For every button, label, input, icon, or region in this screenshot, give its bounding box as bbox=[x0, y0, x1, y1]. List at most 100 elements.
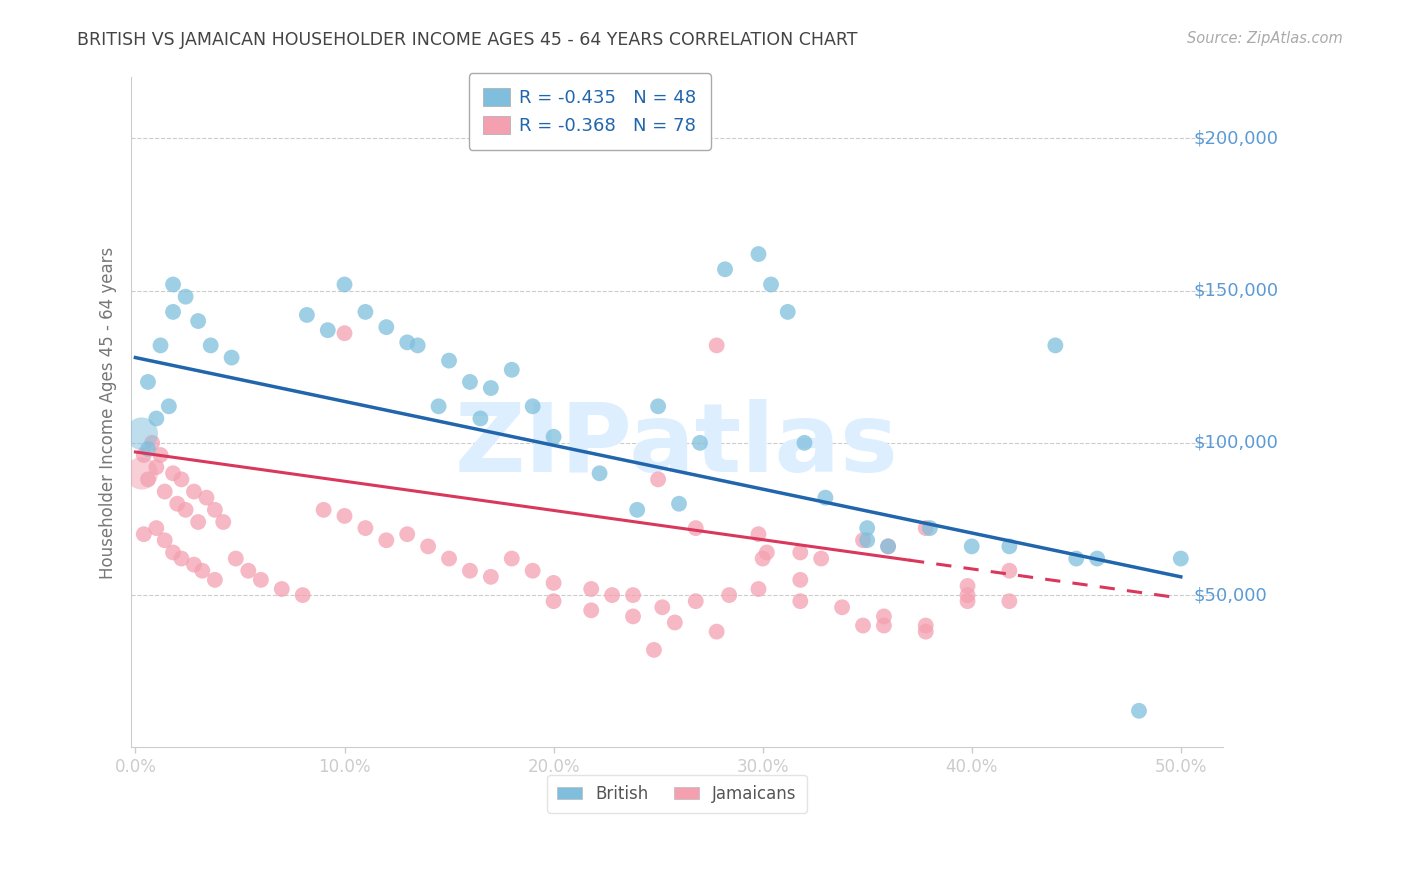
Point bbox=[183, 558, 205, 572]
Point bbox=[145, 460, 167, 475]
Point bbox=[810, 551, 832, 566]
Point bbox=[914, 521, 936, 535]
Point bbox=[685, 594, 707, 608]
Point bbox=[685, 521, 707, 535]
Point bbox=[789, 594, 811, 608]
Point bbox=[204, 503, 226, 517]
Point bbox=[714, 262, 737, 277]
Point bbox=[522, 399, 544, 413]
Point bbox=[204, 573, 226, 587]
Point bbox=[195, 491, 218, 505]
Point bbox=[998, 594, 1021, 608]
Point bbox=[427, 399, 450, 413]
Point bbox=[187, 515, 209, 529]
Point bbox=[153, 533, 176, 548]
Point bbox=[333, 277, 356, 292]
Point bbox=[479, 570, 502, 584]
Point bbox=[136, 442, 159, 456]
Point bbox=[162, 305, 184, 319]
Point bbox=[191, 564, 214, 578]
Point bbox=[396, 335, 419, 350]
Point bbox=[873, 609, 896, 624]
Point bbox=[316, 323, 339, 337]
Point bbox=[956, 594, 979, 608]
Point bbox=[132, 527, 155, 541]
Point bbox=[579, 582, 602, 596]
Point bbox=[914, 624, 936, 639]
Point bbox=[162, 277, 184, 292]
Point bbox=[141, 435, 163, 450]
Point bbox=[458, 564, 481, 578]
Point bbox=[852, 618, 875, 632]
Point bbox=[877, 540, 900, 554]
Text: ZIPatlas: ZIPatlas bbox=[456, 400, 898, 492]
Point bbox=[200, 338, 222, 352]
Point bbox=[831, 600, 853, 615]
Point bbox=[856, 533, 879, 548]
Point bbox=[877, 540, 900, 554]
Point bbox=[776, 305, 799, 319]
Point bbox=[706, 338, 728, 352]
Point bbox=[1045, 338, 1067, 352]
Text: $50,000: $50,000 bbox=[1194, 586, 1267, 604]
Point bbox=[501, 363, 523, 377]
Point bbox=[166, 497, 188, 511]
Point bbox=[295, 308, 318, 322]
Point bbox=[626, 503, 648, 517]
Point bbox=[522, 564, 544, 578]
Point bbox=[250, 573, 273, 587]
Point bbox=[174, 290, 197, 304]
Point bbox=[354, 305, 377, 319]
Point bbox=[960, 540, 983, 554]
Point bbox=[225, 551, 247, 566]
Point bbox=[856, 521, 879, 535]
Y-axis label: Householder Income Ages 45 - 64 years: Householder Income Ages 45 - 64 years bbox=[100, 246, 117, 579]
Point bbox=[647, 399, 669, 413]
Point bbox=[437, 353, 460, 368]
Point bbox=[396, 527, 419, 541]
Point bbox=[132, 448, 155, 462]
Point bbox=[543, 430, 565, 444]
Point bbox=[406, 338, 429, 352]
Point bbox=[1170, 551, 1192, 566]
Point bbox=[793, 435, 815, 450]
Point bbox=[1064, 551, 1087, 566]
Point bbox=[751, 551, 773, 566]
Point bbox=[183, 484, 205, 499]
Point bbox=[814, 491, 837, 505]
Point bbox=[333, 508, 356, 523]
Point bbox=[238, 564, 260, 578]
Point bbox=[162, 467, 184, 481]
Point bbox=[579, 603, 602, 617]
Point bbox=[149, 338, 172, 352]
Point bbox=[458, 375, 481, 389]
Point bbox=[914, 618, 936, 632]
Point bbox=[375, 320, 398, 334]
Point bbox=[718, 588, 741, 602]
Point bbox=[131, 467, 153, 481]
Point bbox=[873, 618, 896, 632]
Point bbox=[543, 575, 565, 590]
Point bbox=[170, 551, 193, 566]
Point bbox=[621, 588, 644, 602]
Point bbox=[956, 579, 979, 593]
Point bbox=[136, 375, 159, 389]
Point bbox=[789, 545, 811, 559]
Point bbox=[706, 624, 728, 639]
Point bbox=[375, 533, 398, 548]
Text: $150,000: $150,000 bbox=[1194, 282, 1278, 300]
Point bbox=[162, 545, 184, 559]
Point bbox=[1128, 704, 1150, 718]
Point bbox=[145, 411, 167, 425]
Point bbox=[651, 600, 673, 615]
Point bbox=[149, 448, 172, 462]
Legend: British, Jamaicans: British, Jamaicans bbox=[547, 774, 807, 813]
Point bbox=[747, 247, 769, 261]
Point bbox=[212, 515, 235, 529]
Point bbox=[1085, 551, 1108, 566]
Point bbox=[689, 435, 711, 450]
Text: BRITISH VS JAMAICAN HOUSEHOLDER INCOME AGES 45 - 64 YEARS CORRELATION CHART: BRITISH VS JAMAICAN HOUSEHOLDER INCOME A… bbox=[77, 31, 858, 49]
Point bbox=[470, 411, 492, 425]
Point bbox=[588, 467, 610, 481]
Point bbox=[187, 314, 209, 328]
